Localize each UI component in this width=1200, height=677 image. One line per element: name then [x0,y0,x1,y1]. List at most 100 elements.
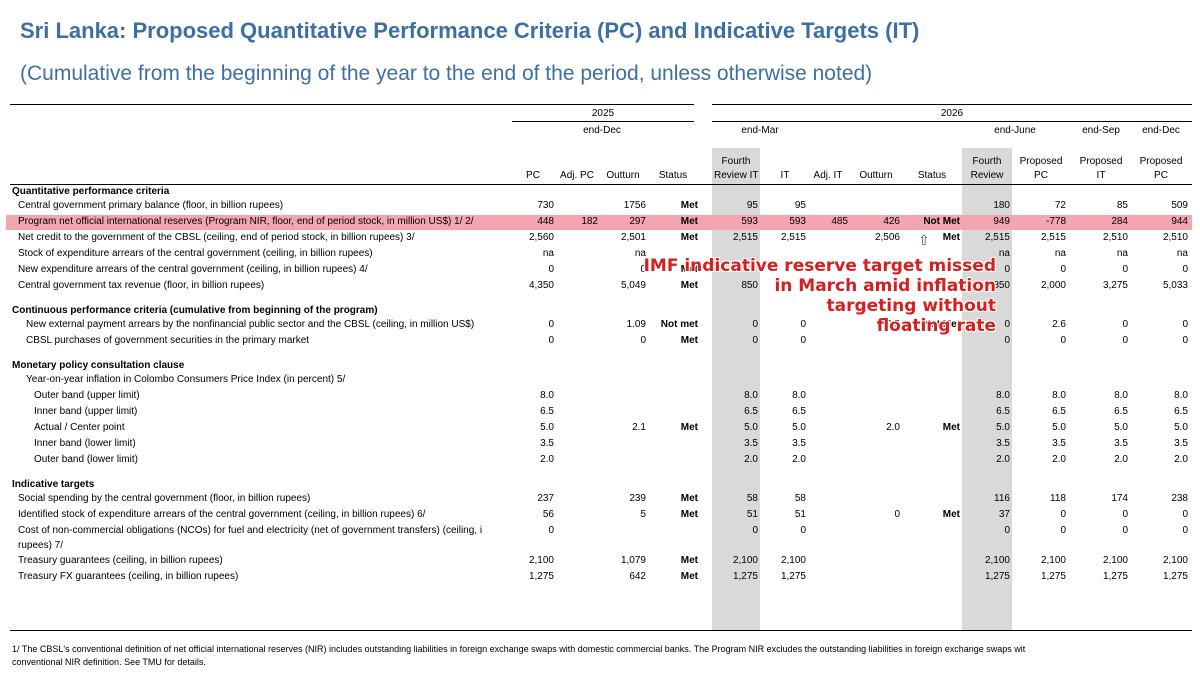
column-header-10-line-1: Fourth [972,156,1002,167]
value-cell: 3.5 [540,438,554,449]
column-header-12-line-2: IT [1096,170,1106,181]
row-label: Outer band (lower limit) [34,454,138,465]
value-cell: 1756 [623,200,646,211]
row-label: Treasury FX guarantees (ceiling, in bill… [18,571,239,582]
top-rule-2025 [10,104,694,105]
value-cell: 0 [1004,319,1010,330]
annotation-line-3: targeting without [826,296,997,316]
value-cell: 426 [883,216,900,227]
section-title: Continuous performance criteria (cumulat… [12,305,378,316]
value-cell: 0 [1004,525,1010,536]
value-cell: 0 [1182,319,1188,330]
value-cell: 8.0 [1174,390,1188,401]
arrow-up-icon: ⇧ [918,232,930,248]
footnote-line-2: conventional NIR definition. See TMU for… [12,657,206,667]
value-cell: 5.0 [1114,422,1128,433]
value-cell: 949 [993,216,1010,227]
rule-under-2026 [712,121,1192,122]
status-cell: Met [680,216,698,227]
value-cell: 593 [741,216,758,227]
row-label: Identified stock of expenditure arrears … [18,509,426,520]
value-cell: 0 [1182,509,1188,520]
value-cell: 51 [794,509,806,520]
column-header-4-line-1: Status [658,170,688,181]
row-label: Treasury guarantees (ceiling, in billion… [18,555,223,566]
value-cell: 2,100 [528,555,554,566]
value-cell: 1,079 [620,555,646,566]
value-cell: 1,275 [984,571,1010,582]
value-cell: 0 [1060,335,1066,346]
annotation-line-2: in March amid inflation [774,276,996,296]
value-cell: 8 [800,280,806,291]
footnote-line-1: 1/ The CBSL's conventional definition of… [12,644,1026,654]
column-header-5-line-2: Review IT [714,170,759,181]
value-cell: 2,510 [1102,232,1128,243]
value-cell: 0 [800,525,806,536]
value-cell: 1,275 [1102,571,1128,582]
value-cell: 56 [542,509,554,520]
value-cell: 2.0 [540,454,554,465]
value-cell: 6.5 [792,406,806,417]
status-cell: Met [680,200,698,211]
annotation-line-1: IMF indicative reserve target missed [643,256,996,276]
status-cell: Met [680,335,698,346]
value-cell: 6.5 [996,406,1010,417]
section-title: Monetary policy consultation clause [12,360,185,371]
value-cell: 2,000 [1040,280,1066,291]
value-cell: 3.5 [1174,438,1188,449]
annotation-text: IMF indicative reserve target missed in … [640,256,996,336]
value-cell: 2,100 [1162,555,1188,566]
status-cell: Not Met [923,319,960,330]
value-cell: 2,100 [1040,555,1066,566]
value-cell: 297 [629,216,646,227]
status-cell: Met [680,571,698,582]
value-cell: 238 [1171,493,1188,504]
value-cell: 2.5 [886,319,900,330]
value-cell: 0 [800,335,806,346]
value-cell: 3,275 [1102,280,1128,291]
value-cell: 0 [752,335,758,346]
row-label: New expenditure arrears of the central g… [18,264,368,275]
value-cell: 2,515 [732,232,758,243]
status-cell: Met [680,264,698,275]
value-cell: 72 [1054,200,1066,211]
section-title: Indicative targets [12,479,95,490]
row-label: Year-on-year inflation in Colombo Consum… [26,374,346,385]
value-cell: 2,515 [780,232,806,243]
value-cell: 0 [1060,264,1066,275]
value-cell: 2.0 [1114,454,1128,465]
value-cell: 5.0 [792,422,806,433]
status-cell: Met [680,493,698,504]
value-cell: 5.0 [744,422,758,433]
row-label: Program net official international reser… [18,216,474,227]
value-cell: 2,506 [874,232,900,243]
value-cell: 239 [629,493,646,504]
value-cell: 0 [1122,319,1128,330]
value-cell: 0 [1182,264,1188,275]
value-cell: 284 [1111,216,1128,227]
value-cell: 2.0 [1052,454,1066,465]
value-cell: 6.5 [744,406,758,417]
value-cell: 5.0 [996,422,1010,433]
value-cell: 180 [993,200,1010,211]
value-cell: 8.0 [792,390,806,401]
value-cell: 6.5 [1114,406,1128,417]
value-cell: 0 [640,264,646,275]
row-label: Stock of expenditure arrears of the cent… [18,248,373,259]
value-cell: 0 [1122,525,1128,536]
row-label: Central government primary balance (floo… [18,200,284,211]
value-cell: 850 [741,280,758,291]
status-cell: Met [680,422,698,433]
value-cell: 5 [640,509,646,520]
value-cell: 2.0 [886,422,900,433]
row-label: Inner band (lower limit) [34,438,136,449]
value-cell: 0 [1122,509,1128,520]
value-cell: 85 [1116,200,1128,211]
value-cell: 0 [1060,525,1066,536]
value-cell: 5.0 [540,422,554,433]
value-cell: 237 [537,493,554,504]
value-cell: 0 [1004,264,1010,275]
header-year-2026: 2026 [940,108,964,119]
header-end-dec-2026: end-Dec [1142,125,1180,136]
status-cell: Met [680,555,698,566]
